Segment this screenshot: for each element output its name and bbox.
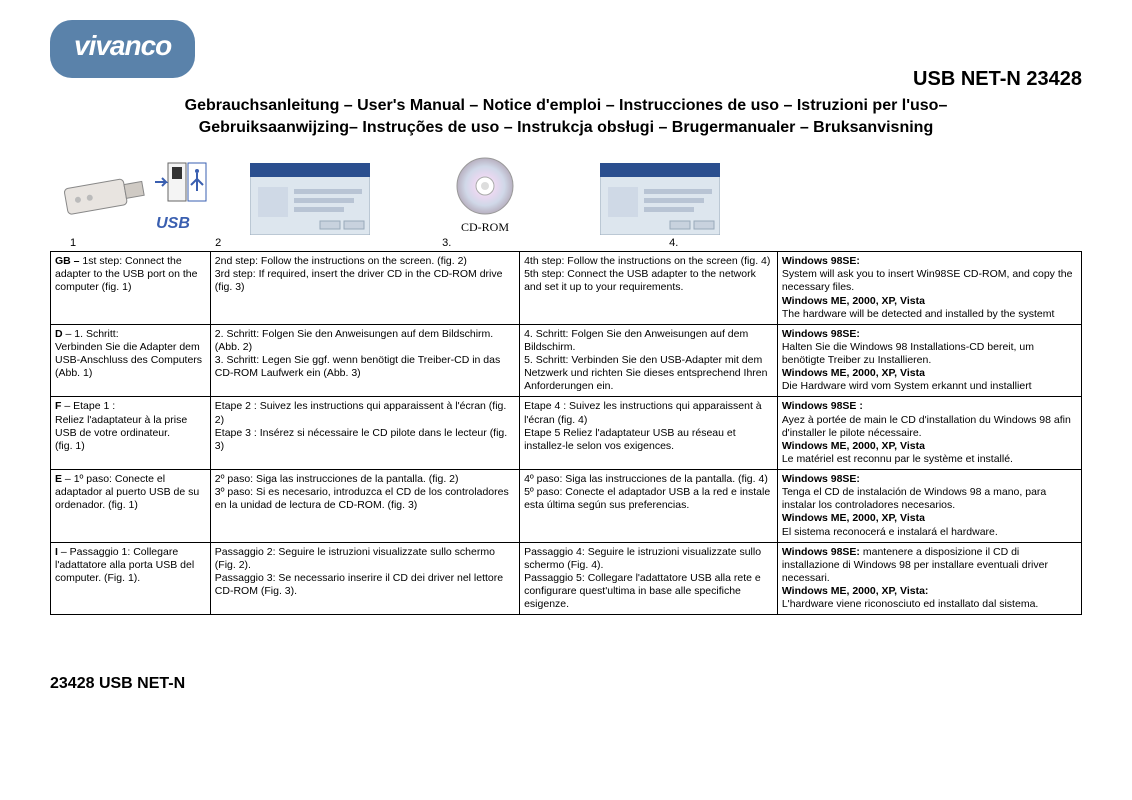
brand-logo: vivanco <box>50 20 195 78</box>
figure-number-3: 3. <box>442 235 669 251</box>
cell-os-notes: Windows 98SE:System will ask you to inse… <box>777 252 1081 325</box>
table-row: E – 1º paso: Conecte el adaptador al pue… <box>51 470 1082 543</box>
figure-number-1: 1 <box>50 235 215 251</box>
table-row: D – 1. Schritt:Verbinden Sie die Adapter… <box>51 324 1082 397</box>
figure-3: CD-ROM <box>450 156 520 235</box>
subtitle: Gebrauchsanleitung – User's Manual – Not… <box>50 95 1082 138</box>
instructions-table: GB – 1st step: Connect the adapter to th… <box>50 251 1082 615</box>
cell-step2-3: 2. Schritt: Folgen Sie den Anweisungen a… <box>210 324 519 397</box>
cell-os-notes: Windows 98SE:Tenga el CD de instalación … <box>777 470 1081 543</box>
usb-label: USB <box>156 215 190 233</box>
cell-step4-5: 4º paso: Siga las instrucciones de la pa… <box>520 470 778 543</box>
cell-os-notes: Windows 98SE :Ayez à portée de main le C… <box>777 397 1081 470</box>
install-screen-2-icon <box>600 163 720 235</box>
table-row: I – Passaggio 1: Collegare l'adattatore … <box>51 542 1082 615</box>
figures-row: USB C <box>50 156 1082 235</box>
product-title: USB NET-N 23428 <box>50 68 1082 91</box>
cell-step1: D – 1. Schritt:Verbinden Sie die Adapter… <box>51 324 211 397</box>
cell-step4-5: 4th step: Follow the instructions on the… <box>520 252 778 325</box>
cd-rom-icon <box>450 156 520 216</box>
figure-number-2: 2 <box>215 235 442 251</box>
figure-4 <box>600 163 720 235</box>
cell-step2-3: 2nd step: Follow the instructions on the… <box>210 252 519 325</box>
figure-number-row: 1 2 3. 4. <box>50 235 1082 251</box>
table-row: F – Etape 1 :Reliez l'adaptateur à la pr… <box>51 397 1082 470</box>
figure-2 <box>250 163 370 235</box>
cell-step4-5: 4. Schritt: Folgen Sie den Anweisungen a… <box>520 324 778 397</box>
cell-step2-3: Passaggio 2: Seguire le istruzioni visua… <box>210 542 519 615</box>
footer-title: 23428 USB NET-N <box>50 675 1082 693</box>
cell-step1: F – Etape 1 :Reliez l'adaptateur à la pr… <box>51 397 211 470</box>
cell-step2-3: 2º paso: Siga las instrucciones de la pa… <box>210 470 519 543</box>
cell-step4-5: Passaggio 4: Seguire le istruzioni visua… <box>520 542 778 615</box>
subtitle-line-1: Gebrauchsanleitung – User's Manual – Not… <box>185 97 948 114</box>
subtitle-line-2: Gebruiksaanwijzing– Instruções de uso – … <box>199 119 933 136</box>
cell-step1: I – Passaggio 1: Collegare l'adattatore … <box>51 542 211 615</box>
cell-step4-5: Etape 4 : Suivez les instructions qui ap… <box>520 397 778 470</box>
table-row: GB – 1st step: Connect the adapter to th… <box>51 252 1082 325</box>
figure-number-4: 4. <box>669 235 1082 251</box>
cell-step1: E – 1º paso: Conecte el adaptador al pue… <box>51 470 211 543</box>
install-screen-1-icon <box>250 163 370 235</box>
figure-1: USB <box>60 157 210 235</box>
cell-os-notes: Windows 98SE: mantenere a disposizione i… <box>777 542 1081 615</box>
cell-step1: GB – 1st step: Connect the adapter to th… <box>51 252 211 325</box>
cd-caption: CD-ROM <box>461 220 509 235</box>
cell-os-notes: Windows 98SE:Halten Sie die Windows 98 I… <box>777 324 1081 397</box>
usb-adapter-icon <box>60 157 210 217</box>
cell-step2-3: Etape 2 : Suivez les instructions qui ap… <box>210 397 519 470</box>
